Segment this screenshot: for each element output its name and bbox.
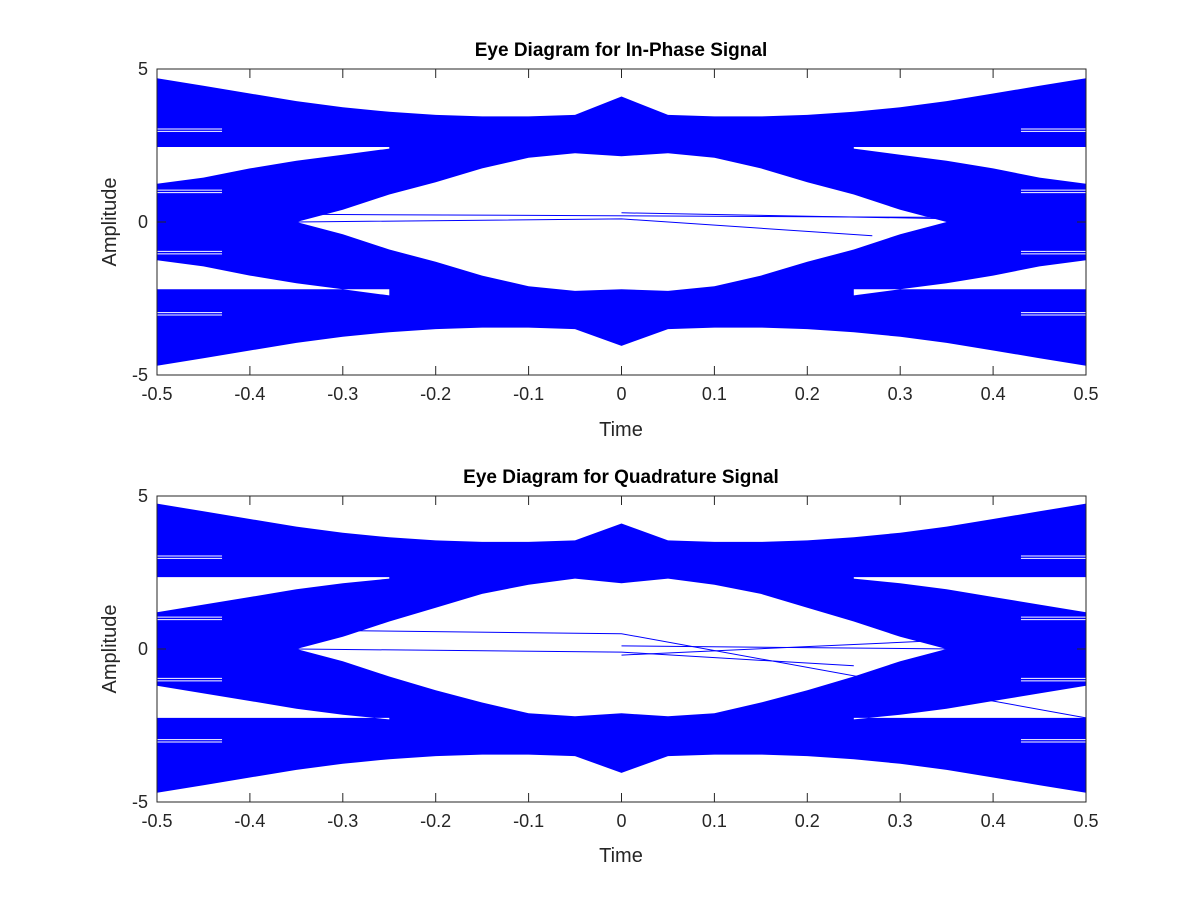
x-tick-label: 0.3 — [888, 384, 913, 404]
x-tick-label: -0.4 — [234, 811, 265, 831]
axis-ticks: -0.5 -0.4 -0.3 -0.2 -0.1 0 0.1 0.2 0.3 0.4 0.5 -5 0 5 — [132, 59, 1099, 404]
x-tick-label: -0.2 — [420, 384, 451, 404]
quadrature-eye-plot: Eye Diagram for Quadrature Signal Time A… — [99, 467, 1099, 867]
stray-trace — [621, 212, 956, 220]
x-axis-label: Time — [599, 845, 643, 867]
y-tick-label: -5 — [132, 792, 148, 812]
y-tick-label: 0 — [138, 212, 148, 232]
x-tick-label: 0 — [616, 811, 626, 831]
x-tick-label: 0.5 — [1073, 811, 1098, 831]
plot-title: Eye Diagram for In-Phase Signal — [475, 40, 767, 61]
y-axis-label: Amplitude — [99, 178, 121, 267]
eye-opening — [296, 153, 947, 291]
y-tick-label: 0 — [138, 639, 148, 659]
y-tick-label: -5 — [132, 365, 148, 385]
x-tick-label: -0.4 — [234, 384, 265, 404]
x-tick-label: 0.1 — [702, 384, 727, 404]
x-tick-label: -0.1 — [513, 811, 544, 831]
y-tick-label: 5 — [138, 59, 148, 79]
x-tick-label: 0.3 — [888, 811, 913, 831]
stray-trace — [296, 218, 873, 237]
upper-bundle-gap-left — [157, 147, 390, 184]
lower-bundle-gap-right — [853, 685, 1086, 720]
eye-opening — [296, 578, 947, 717]
plot-title: Eye Diagram for Quadrature Signal — [463, 467, 779, 488]
y-axis-label: Amplitude — [99, 605, 121, 694]
x-tick-label: 0.4 — [981, 811, 1006, 831]
x-tick-label: 0.5 — [1073, 384, 1098, 404]
upper-bundle-gap-left — [157, 577, 390, 613]
x-tick-label: 0.2 — [795, 811, 820, 831]
x-tick-label: -0.3 — [327, 384, 358, 404]
lower-bundle-gap-left — [157, 685, 390, 720]
lower-bundle-gap-right — [853, 260, 1086, 296]
axis-ticks: -0.5 -0.4 -0.3 -0.2 -0.1 0 0.1 0.2 0.3 0.4 0.5 -5 0 5 — [132, 486, 1099, 831]
upper-bundle-gap-right — [853, 577, 1086, 613]
x-tick-label: -0.5 — [141, 384, 172, 404]
x-tick-label: -0.1 — [513, 384, 544, 404]
signal-traces — [157, 503, 1087, 793]
signal-traces — [157, 78, 1086, 366]
x-tick-label: 0.4 — [981, 384, 1006, 404]
x-tick-label: 0 — [616, 384, 626, 404]
upper-bundle-gap-right — [853, 147, 1086, 184]
x-tick-label: 0.2 — [795, 384, 820, 404]
lower-bundle-gap-left — [157, 260, 390, 296]
in-phase-eye-plot: Eye Diagram for In-Phase Signal Time Amp… — [99, 40, 1099, 441]
x-tick-label: 0.1 — [702, 811, 727, 831]
x-axis-label: Time — [599, 419, 643, 441]
x-tick-label: -0.5 — [141, 811, 172, 831]
stray-trace — [342, 630, 1087, 719]
x-tick-label: -0.2 — [420, 811, 451, 831]
y-tick-label: 5 — [138, 486, 148, 506]
stray-trace — [296, 648, 854, 667]
x-tick-label: -0.3 — [327, 811, 358, 831]
stray-trace — [621, 639, 956, 656]
